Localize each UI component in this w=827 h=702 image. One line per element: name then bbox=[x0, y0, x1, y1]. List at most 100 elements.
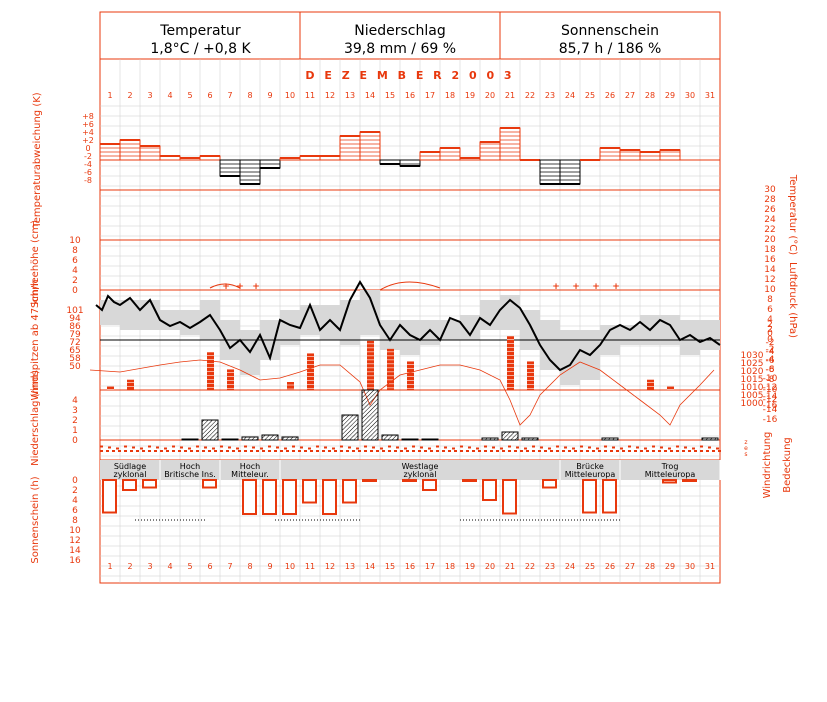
sunshine-tick: 2 bbox=[72, 486, 78, 496]
wind-dir-dot bbox=[164, 447, 167, 450]
day-label-top: 2 bbox=[127, 91, 132, 100]
wind-dir-dot bbox=[308, 447, 311, 450]
temp-right-tick-lower: -6 bbox=[766, 356, 775, 366]
wind-dir-dot bbox=[636, 446, 639, 449]
wind-dir-dot bbox=[444, 446, 447, 449]
wind-dir-dot bbox=[116, 447, 119, 450]
wind-dir-dot bbox=[700, 445, 703, 448]
pressure-tick: 1015 bbox=[741, 375, 764, 385]
temp-right-tick: 24 bbox=[764, 215, 776, 225]
day-label-top: 4 bbox=[167, 91, 172, 100]
sunshine-bar bbox=[422, 479, 437, 491]
pressure-curve bbox=[89, 359, 715, 426]
wind-dir-dot bbox=[716, 447, 719, 450]
anomaly-tick: +4 bbox=[82, 128, 94, 137]
day-label-bottom: 2 bbox=[127, 562, 132, 571]
precip-ylabel: Niederschlag (mm) bbox=[30, 370, 41, 466]
wind-tick: 58 bbox=[69, 354, 81, 364]
temp-band bbox=[340, 300, 360, 345]
snow-marker: + bbox=[572, 282, 580, 292]
temp-right-tick: -10 bbox=[763, 385, 778, 395]
wind-dir-dot bbox=[332, 447, 335, 450]
wind-dir-dot bbox=[348, 446, 351, 449]
precip-bar bbox=[341, 414, 359, 441]
wind-dir-dot bbox=[340, 445, 343, 448]
temp-right-ylabel: Temperatur (°C) bbox=[787, 174, 798, 255]
day-label-top: 22 bbox=[525, 91, 535, 100]
sunshine-bar bbox=[502, 479, 517, 515]
temp-right-tick: 12 bbox=[764, 275, 775, 285]
sunshine-bar bbox=[242, 479, 257, 515]
day-label-top: 14 bbox=[365, 91, 375, 100]
day-label-top: 21 bbox=[505, 91, 515, 100]
temp-band bbox=[280, 310, 300, 345]
wind-dir-dot bbox=[524, 447, 527, 450]
day-label-bottom: 5 bbox=[187, 562, 192, 571]
day-label-top: 27 bbox=[625, 91, 635, 100]
temp-right-tick-lower: 0 bbox=[767, 329, 773, 339]
wind-dir-dot bbox=[652, 445, 655, 448]
wind-dir-dot bbox=[620, 447, 623, 450]
tiny-legend: z bbox=[744, 439, 747, 446]
wind-dir-dot bbox=[228, 446, 231, 449]
day-label-bottom: 28 bbox=[645, 562, 655, 571]
snow-marker: + bbox=[592, 282, 600, 292]
sunshine-bar bbox=[102, 479, 117, 514]
day-label-top: 31 bbox=[705, 91, 715, 100]
anomaly-tick: -6 bbox=[84, 168, 92, 177]
day-label-bottom: 1 bbox=[107, 562, 112, 571]
wind-dir-dot bbox=[540, 446, 543, 449]
wind-dir-dot bbox=[140, 447, 143, 450]
day-label-bottom: 6 bbox=[207, 562, 212, 571]
wind-dir-dot bbox=[684, 446, 687, 449]
day-label-top: 23 bbox=[545, 91, 555, 100]
wind-bar bbox=[667, 386, 674, 390]
day-label-top: 24 bbox=[565, 91, 575, 100]
temp-band bbox=[680, 320, 700, 355]
anomaly-bar bbox=[119, 139, 141, 161]
wind-dir-dot bbox=[628, 445, 631, 448]
day-label-top: 8 bbox=[247, 91, 252, 100]
temp-band bbox=[460, 315, 480, 340]
wind-dir-dot bbox=[460, 445, 463, 448]
wind-tick: 86 bbox=[69, 322, 81, 332]
wind-bar bbox=[227, 369, 234, 390]
temp-right-tick: -6 bbox=[766, 365, 775, 375]
wind-dir-dot bbox=[148, 445, 151, 448]
precip-tick: 1 bbox=[72, 426, 78, 436]
wind-dir-dot bbox=[668, 447, 671, 450]
sunshine-bar bbox=[202, 479, 217, 489]
temp-right-tick: -8 bbox=[766, 375, 775, 385]
wind-dir-dot bbox=[212, 447, 215, 450]
day-label-top: 11 bbox=[305, 91, 315, 100]
wind-dir-dot bbox=[204, 446, 207, 449]
anomaly-tick: +8 bbox=[82, 112, 94, 121]
cover-label: Bedeckung bbox=[782, 437, 793, 493]
day-label-top: 15 bbox=[385, 91, 395, 100]
wind-dir-dot bbox=[500, 447, 503, 450]
day-label-top: 6 bbox=[207, 91, 212, 100]
wind-bar bbox=[527, 361, 534, 390]
precip-bar bbox=[201, 419, 219, 441]
day-label-bottom: 16 bbox=[405, 562, 415, 571]
anomaly-bar bbox=[619, 149, 641, 161]
anomaly-ylabel: Temperaturabweichung (K) bbox=[32, 92, 43, 228]
temperature-curve bbox=[95, 280, 721, 372]
wind-dir-dot bbox=[156, 446, 159, 449]
weather-type-l1: Trog bbox=[661, 462, 679, 471]
precip-tick: 4 bbox=[72, 396, 78, 406]
wind-dir-dot bbox=[580, 445, 583, 448]
precip-bar bbox=[601, 437, 619, 441]
wind-dir-dot bbox=[268, 445, 271, 448]
precip-bar bbox=[181, 438, 199, 441]
header-sunshine-value: 85,7 h / 186 % bbox=[558, 41, 662, 57]
pressure-tick: 1030 bbox=[741, 351, 764, 361]
weather-type-l2: Mitteleuropa bbox=[565, 470, 616, 479]
precip-bar bbox=[361, 389, 379, 441]
sunshine-bar bbox=[542, 479, 557, 489]
wind-dir-dot bbox=[660, 446, 663, 449]
tiny-legend: s bbox=[744, 451, 747, 458]
sunshine-bar bbox=[462, 479, 477, 482]
wind-dir-dot bbox=[508, 445, 511, 448]
